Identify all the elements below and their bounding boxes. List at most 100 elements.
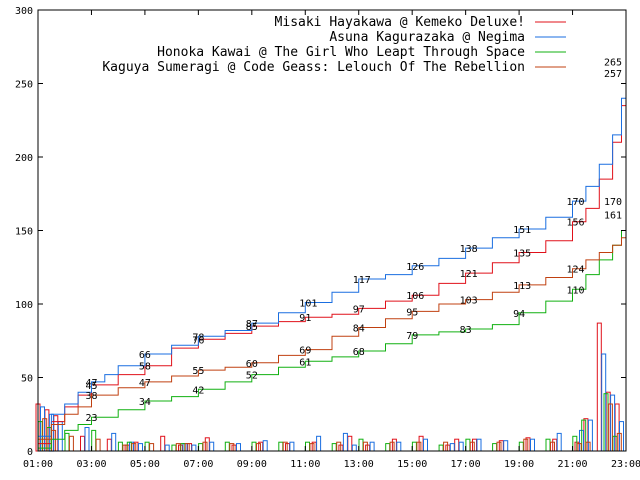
y-tick-label-2: 100 bbox=[15, 300, 33, 311]
x-tick-label-6: 13:00 bbox=[344, 459, 374, 470]
data-label-0-1: 58 bbox=[139, 362, 151, 373]
data-label-2-1: 34 bbox=[139, 397, 151, 408]
data-label-1-9: 170 bbox=[567, 197, 585, 208]
bar-2-10 bbox=[224, 441, 230, 452]
bar-0-16 bbox=[347, 435, 353, 452]
bar-2-12 bbox=[278, 441, 284, 452]
series-line-kaguya-sumeragi-code-geass-lelouch-of-the-rebellion bbox=[38, 214, 627, 440]
data-label-0-2: 76 bbox=[192, 335, 204, 346]
data-label-0-3: 85 bbox=[246, 322, 258, 333]
data-label-1-2: 78 bbox=[192, 332, 204, 343]
x-tick-label-0: 01:00 bbox=[23, 459, 53, 470]
data-label-2-9: 110 bbox=[567, 285, 585, 296]
bar-1-12 bbox=[262, 440, 268, 452]
bar-0-3 bbox=[80, 435, 85, 452]
annotations-layer: 45 58 76 85 91 97 106 121 135 156 265 47 66 78 87 101 11… bbox=[86, 57, 623, 424]
bar-1-9 bbox=[191, 444, 197, 452]
bar-1-15 bbox=[342, 432, 348, 452]
legend-label-kaguya-sumeragi-code-geass-lelouch-of-the-rebellion: Kaguya Sumeragi @ Code Geass: Lelouch Of… bbox=[102, 60, 525, 75]
bar-3-2 bbox=[68, 435, 74, 452]
data-label-1-0: 47 bbox=[86, 378, 98, 389]
data-label-0-6: 106 bbox=[406, 291, 424, 302]
bar-1-18 bbox=[396, 441, 402, 452]
data-label-3-1: 47 bbox=[139, 378, 151, 389]
y-tick-label-3: 150 bbox=[15, 227, 33, 238]
bar-1-6 bbox=[138, 443, 143, 452]
bar-1-14 bbox=[316, 435, 322, 452]
bar-3-3 bbox=[95, 438, 101, 452]
bar-2-15 bbox=[358, 438, 364, 452]
data-label-1-4: 101 bbox=[299, 299, 317, 310]
bar-1-25 bbox=[556, 432, 562, 452]
bar-1-13 bbox=[289, 441, 295, 452]
data-label-3-3: 60 bbox=[246, 359, 258, 370]
bar-2-11 bbox=[251, 441, 257, 452]
bar-2-13 bbox=[305, 441, 310, 452]
series-line-misaki-hayakawa-kemeko-deluxe bbox=[38, 61, 627, 445]
axes-layer: 0 50 100 150 200 250 300 01:00 03:00 05:00 07:00 09… bbox=[15, 6, 640, 470]
bar-2-6 bbox=[144, 441, 150, 452]
data-label-2-6: 79 bbox=[406, 331, 418, 342]
data-label-3-9: 124 bbox=[567, 265, 585, 276]
legend-label-asuna-kagurazaka-negima: Asuna Kagurazaka @ Negima bbox=[329, 30, 525, 45]
bar-2-20 bbox=[492, 443, 498, 452]
data-label-2-4: 61 bbox=[299, 357, 311, 368]
bar-0-4 bbox=[106, 438, 112, 452]
bar-0-7 bbox=[160, 435, 166, 452]
bar-1-20 bbox=[449, 443, 455, 452]
bar-1-21 bbox=[458, 441, 464, 452]
data-label-1-10: 257 bbox=[604, 69, 622, 80]
data-label-2-7: 83 bbox=[460, 325, 472, 336]
data-label-2-8: 94 bbox=[513, 309, 525, 320]
data-label-1-5: 117 bbox=[353, 275, 371, 286]
bar-2-19 bbox=[465, 438, 471, 452]
bar-0-28 bbox=[596, 322, 602, 452]
data-label-2-10: 170 bbox=[604, 197, 622, 208]
bar-2-17 bbox=[411, 441, 417, 452]
bar-1-4 bbox=[111, 432, 117, 452]
bar-1-2 bbox=[57, 421, 63, 452]
data-label-3-5: 84 bbox=[353, 324, 365, 335]
series-line-honoka-kawai-the-girl-who-leapt-through-space bbox=[38, 201, 627, 449]
x-tick-label-9: 19:00 bbox=[504, 459, 534, 470]
data-label-0-4: 91 bbox=[299, 313, 311, 324]
bars-layer bbox=[35, 322, 624, 452]
bar-2-18 bbox=[438, 444, 444, 452]
bar-2-2 bbox=[64, 432, 70, 452]
lines-layer bbox=[38, 61, 627, 449]
bar-2-22 bbox=[545, 438, 551, 452]
data-label-3-4: 69 bbox=[299, 346, 311, 357]
bar-1-19 bbox=[423, 438, 428, 452]
data-label-3-2: 55 bbox=[192, 366, 204, 377]
data-label-0-5: 97 bbox=[353, 304, 365, 315]
data-label-0-7: 121 bbox=[460, 269, 478, 280]
x-tick-label-2: 05:00 bbox=[130, 459, 160, 470]
x-tick-label-5: 11:00 bbox=[290, 459, 320, 470]
data-label-1-7: 138 bbox=[460, 244, 478, 255]
y-tick-label-5: 250 bbox=[15, 80, 33, 91]
series-line-asuna-kagurazaka-negima bbox=[38, 73, 627, 437]
x-tick-label-1: 03:00 bbox=[76, 459, 106, 470]
data-label-1-1: 66 bbox=[139, 350, 151, 361]
bar-1-16 bbox=[351, 444, 357, 452]
bar-1-11 bbox=[236, 443, 241, 452]
bar-2-7 bbox=[171, 444, 177, 452]
bar-2-21 bbox=[518, 441, 524, 452]
x-tick-label-4: 09:00 bbox=[237, 459, 267, 470]
bar-2-9 bbox=[198, 443, 204, 452]
bar-1-22 bbox=[476, 438, 482, 452]
bar-2-4 bbox=[117, 441, 123, 452]
data-label-2-2: 42 bbox=[192, 385, 204, 396]
bar-1-17 bbox=[369, 441, 375, 452]
data-label-1-6: 126 bbox=[406, 262, 424, 273]
bar-1-3 bbox=[84, 427, 90, 452]
bar-1-23 bbox=[503, 440, 509, 452]
data-label-3-8: 113 bbox=[513, 281, 531, 292]
y-tick-label-4: 200 bbox=[15, 153, 33, 164]
bar-1-24 bbox=[530, 438, 535, 452]
data-label-0-0: 45 bbox=[86, 381, 98, 392]
y-tick-label-1: 50 bbox=[21, 374, 33, 385]
bar-2-3 bbox=[91, 429, 97, 452]
data-label-2-0: 23 bbox=[86, 413, 98, 424]
